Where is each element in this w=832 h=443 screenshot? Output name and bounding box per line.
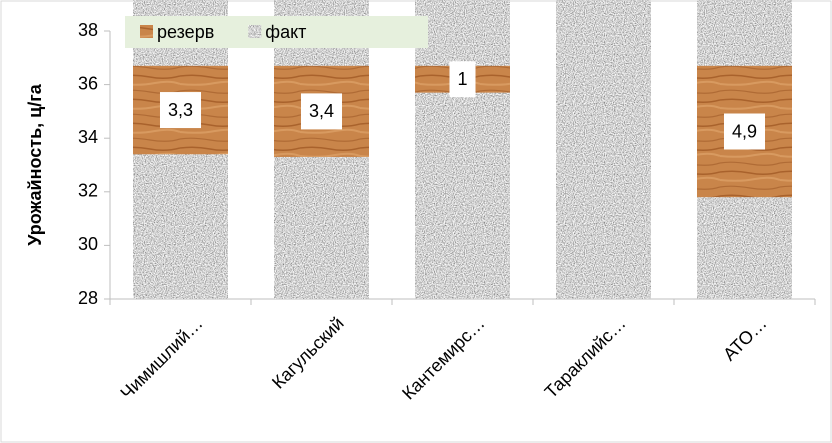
legend-label: факт bbox=[265, 22, 306, 42]
data-label-bg bbox=[300, 93, 343, 130]
data-label: 4,9 bbox=[732, 121, 757, 141]
legend-swatch bbox=[140, 25, 153, 38]
y-tick-label: 38 bbox=[78, 20, 98, 40]
bar-segment bbox=[415, 0, 510, 299]
y-tick-label: 36 bbox=[78, 73, 98, 93]
legend-box bbox=[125, 16, 428, 48]
y-tick-label: 32 bbox=[78, 181, 98, 201]
data-label-bg bbox=[159, 92, 202, 129]
bar-segment bbox=[556, 0, 651, 299]
data-label: 1 bbox=[457, 69, 467, 89]
legend-swatch bbox=[248, 25, 262, 38]
y-axis-title: Урожайность, ц/га bbox=[25, 83, 45, 245]
y-tick-label: 34 bbox=[78, 127, 98, 147]
data-label: 3,4 bbox=[309, 101, 334, 121]
data-label-bg bbox=[723, 113, 766, 150]
data-label-bg bbox=[449, 61, 476, 98]
data-label: 3,3 bbox=[168, 100, 193, 120]
y-tick-label: 30 bbox=[78, 234, 98, 254]
y-tick-label: 28 bbox=[78, 288, 98, 308]
legend-label: резерв bbox=[157, 22, 214, 42]
